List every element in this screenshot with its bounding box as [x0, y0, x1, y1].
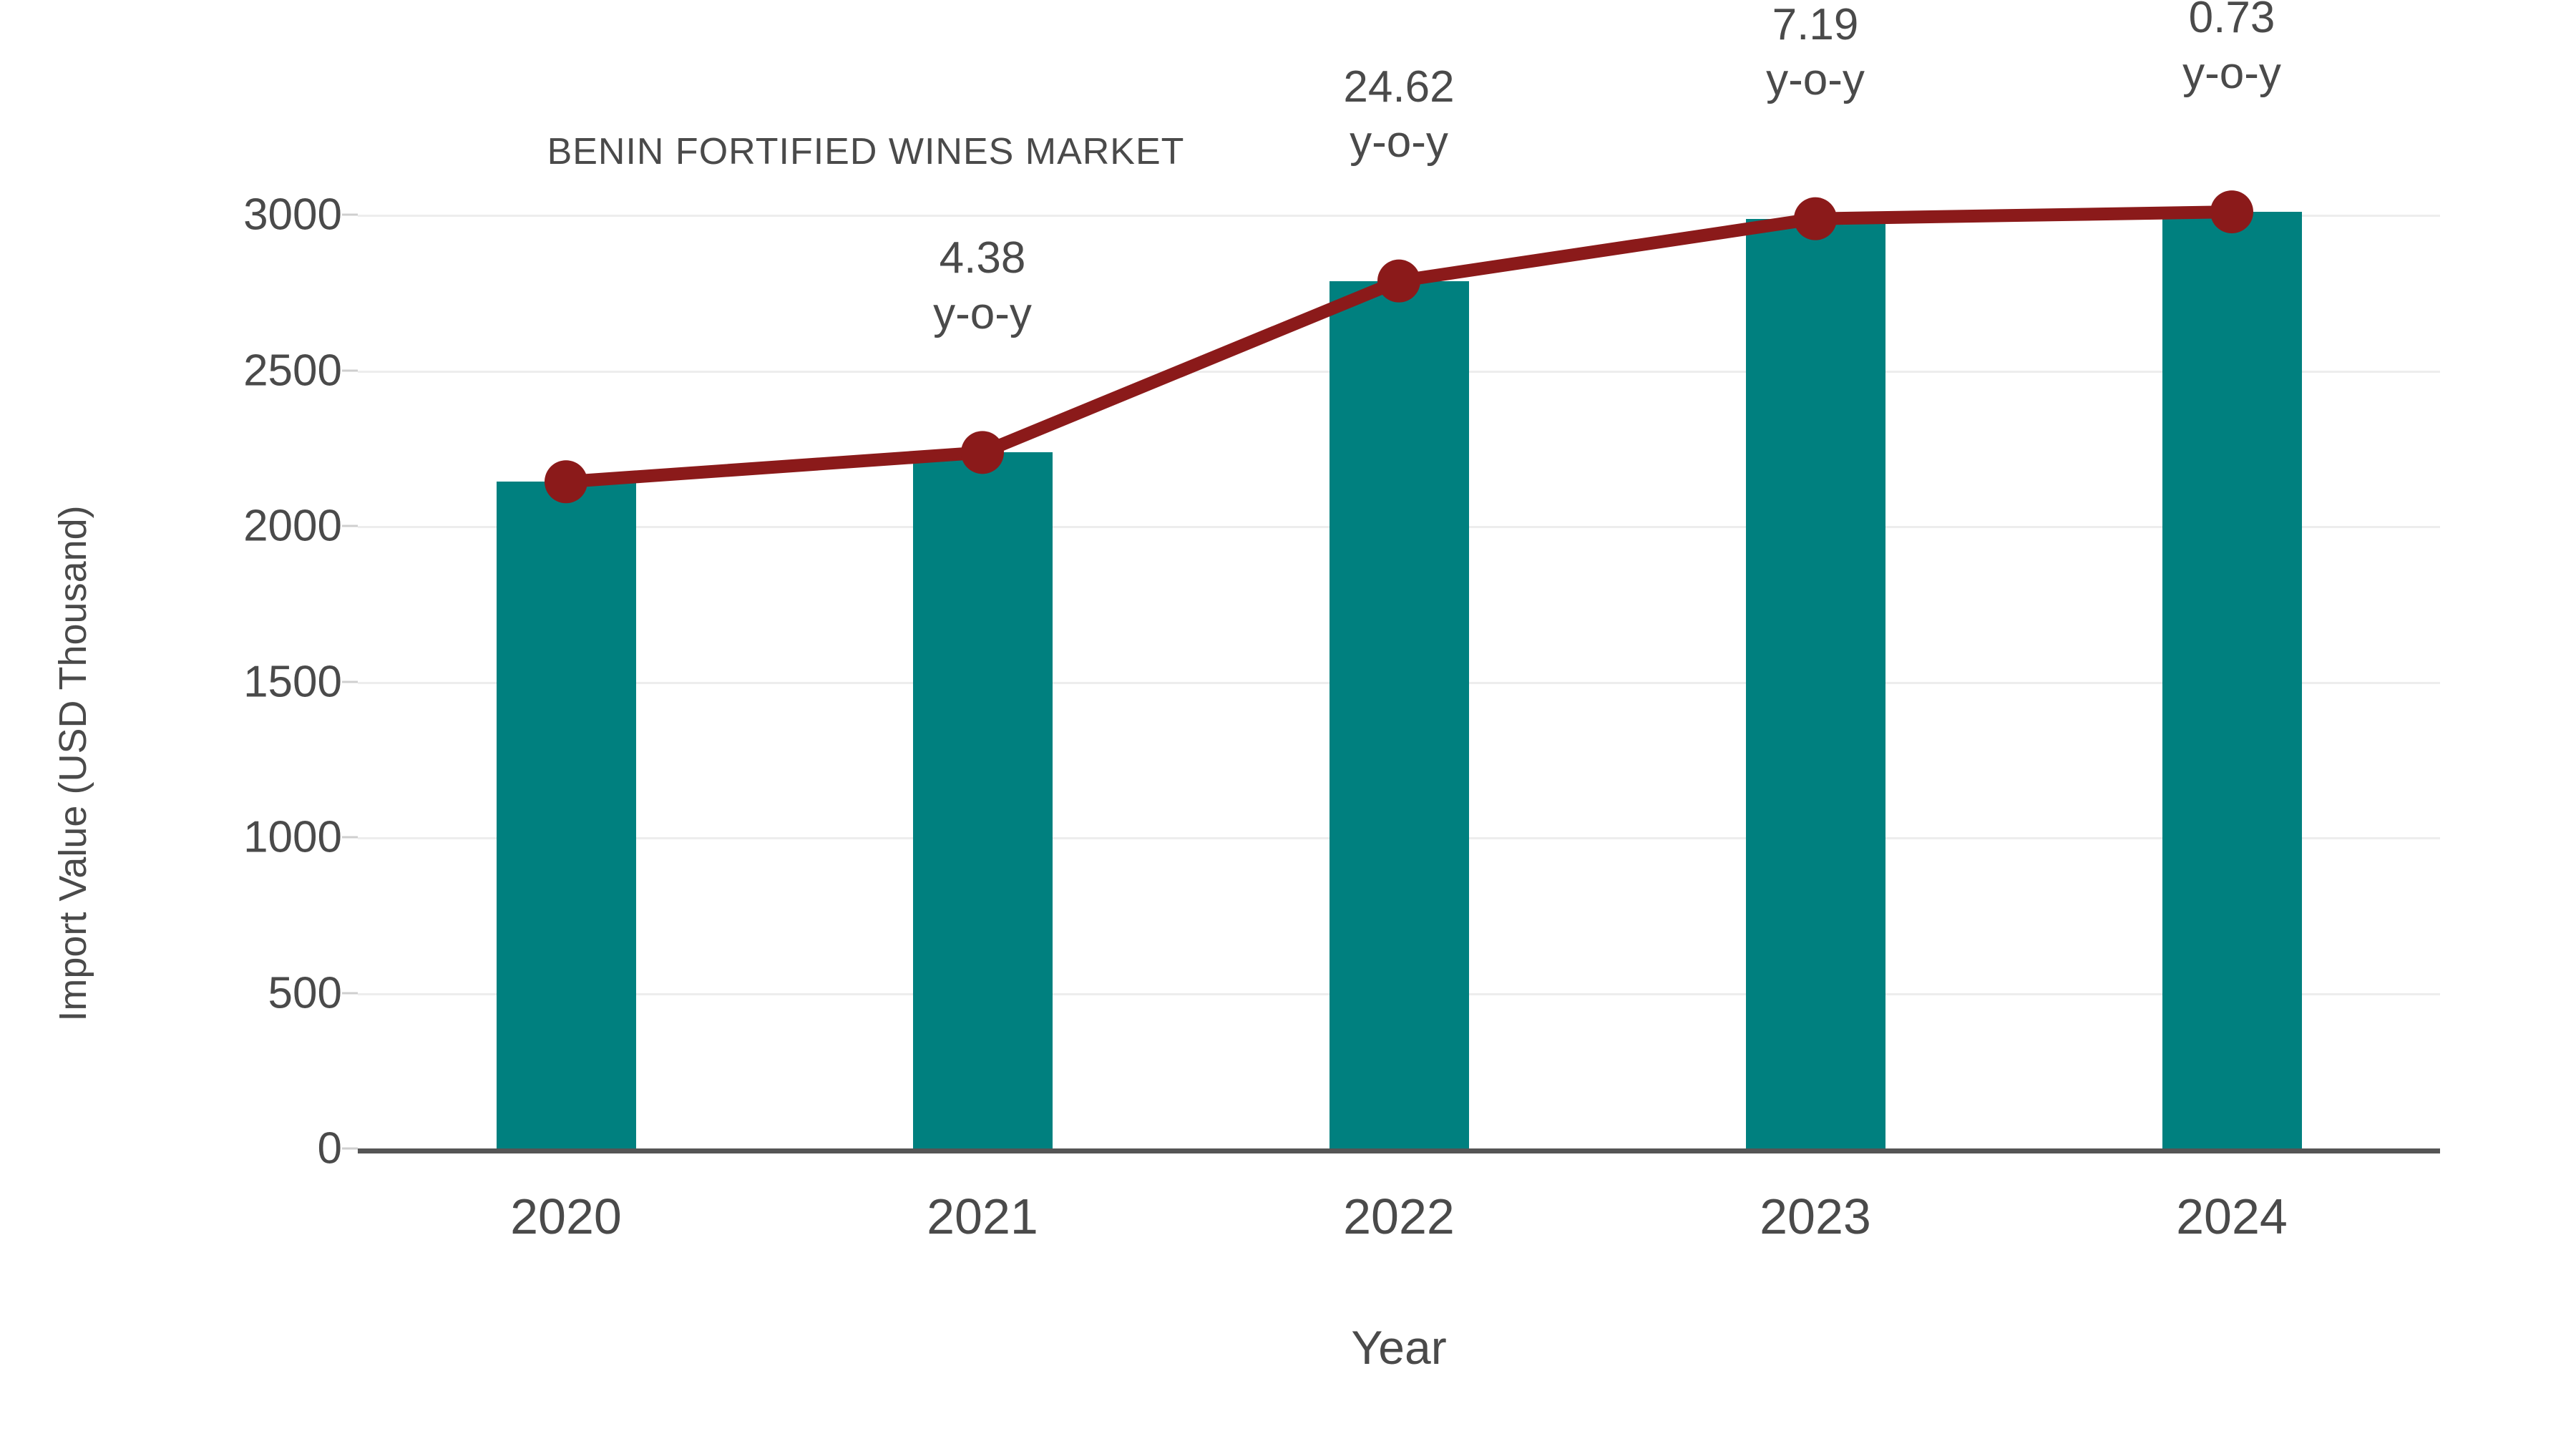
y-tick-mark [342, 836, 358, 839]
bar-2022 [1329, 280, 1469, 1148]
growth-annotation-2024: 0.73 y-o-y [2010, 0, 2454, 101]
growth-annotation-2021: 4.38 y-o-y [761, 230, 1204, 341]
y-tick-mark [342, 213, 358, 216]
y-tick-mark [342, 525, 358, 527]
x-tick-label-2020: 2020 [510, 1189, 622, 1244]
growth-annotation-2023: 7.19 y-o-y [1594, 0, 2037, 108]
x-tick-label-2021: 2021 [927, 1189, 1038, 1244]
chart-title: BENIN FORTIFIED WINES MARKET [547, 131, 1185, 172]
growth-unit: y-o-y [933, 288, 1032, 338]
y-tick-mark [342, 1147, 358, 1150]
gridline [358, 215, 2440, 217]
x-axis-line [358, 1148, 2440, 1153]
bar-2021 [912, 452, 1053, 1148]
x-axis-title: Year [1351, 1321, 1447, 1374]
y-tick-label: 3000 [243, 190, 342, 240]
x-tick-label-2022: 2022 [1343, 1189, 1455, 1244]
x-tick-label-2024: 2024 [2176, 1189, 2288, 1244]
growth-annotation-2022: 24.62 y-o-y [1177, 59, 1621, 170]
y-tick-mark [342, 992, 358, 994]
y-tick-label: 2000 [243, 501, 342, 551]
bar-2024 [2162, 212, 2302, 1148]
y-tick-label: 0 [317, 1123, 342, 1174]
y-tick-label: 2500 [243, 346, 342, 395]
y-tick-label: 1000 [243, 812, 342, 862]
growth-value: 24.62 [1343, 62, 1455, 112]
plot-area [358, 190, 2440, 1153]
growth-value: 4.38 [939, 233, 1026, 283]
growth-unit: y-o-y [2182, 48, 2281, 98]
bar-2020 [496, 482, 636, 1148]
bar-2023 [1745, 218, 1885, 1148]
x-tick-label-2023: 2023 [1760, 1189, 1871, 1244]
growth-unit: y-o-y [1350, 117, 1448, 167]
growth-value: 0.73 [2188, 0, 2275, 43]
growth-value: 7.19 [1772, 0, 1859, 49]
y-tick-label: 500 [268, 968, 342, 1018]
y-tick-mark [342, 369, 358, 371]
y-tick-label: 1500 [243, 657, 342, 706]
y-tick-mark [342, 680, 358, 683]
growth-unit: y-o-y [1766, 55, 1865, 105]
